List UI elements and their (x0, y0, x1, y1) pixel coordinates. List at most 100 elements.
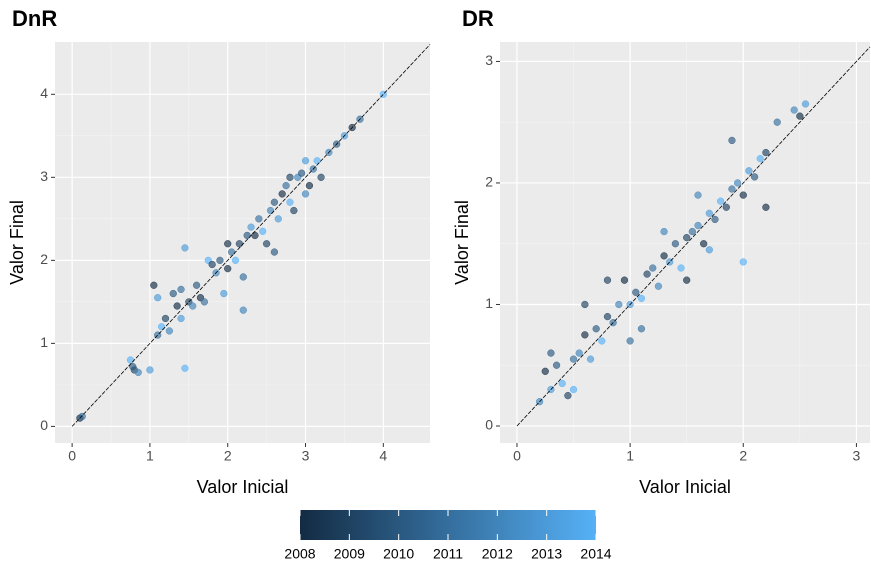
x-tick-label: 3 (302, 448, 310, 464)
point (722, 203, 730, 211)
point (305, 181, 314, 190)
point (756, 155, 764, 163)
point (728, 136, 736, 145)
point (632, 288, 640, 296)
point (251, 231, 259, 240)
point (239, 306, 247, 314)
point (694, 191, 702, 199)
y-tick-label: 3 (485, 52, 493, 68)
point (224, 240, 232, 248)
panel-title: DnR (12, 6, 57, 31)
point (677, 264, 685, 272)
point (157, 323, 166, 331)
point (603, 312, 612, 321)
colorbar-label: 2010 (383, 546, 414, 562)
colorbar-label: 2008 (284, 546, 315, 562)
point (274, 215, 282, 223)
point (643, 270, 651, 278)
point (637, 294, 646, 303)
point (541, 367, 549, 375)
point (700, 240, 708, 248)
point (255, 215, 263, 223)
point (239, 273, 247, 281)
x-tick-label: 4 (379, 448, 387, 464)
panel-title: DR (462, 6, 494, 31)
point (231, 256, 240, 264)
point (716, 197, 725, 205)
point (598, 337, 606, 345)
point (216, 256, 224, 264)
x-tick-label: 1 (626, 448, 634, 464)
colorbar-label: 2013 (531, 546, 562, 562)
point (569, 355, 578, 363)
point (181, 364, 189, 372)
point (552, 361, 561, 369)
point (243, 231, 251, 240)
point (262, 240, 271, 248)
point (733, 179, 742, 187)
point (569, 385, 578, 394)
point (637, 325, 646, 333)
x-tick-label: 0 (513, 448, 521, 464)
point (790, 106, 798, 114)
point (270, 248, 279, 256)
point (620, 276, 629, 284)
point (603, 276, 612, 284)
point (683, 276, 691, 284)
plot-background (500, 42, 870, 443)
point (654, 282, 663, 290)
point (177, 314, 185, 323)
point (558, 379, 566, 388)
point (173, 302, 181, 310)
point (688, 227, 697, 236)
point (208, 260, 216, 269)
identity-line (71, 44, 431, 427)
point (649, 264, 657, 272)
point (313, 157, 321, 165)
point (282, 181, 290, 190)
point (581, 331, 589, 339)
point (247, 223, 255, 231)
x-tick-label: 2 (224, 448, 232, 464)
y-axis-label: Valor Final (452, 200, 472, 285)
identity-line (516, 46, 871, 427)
point (290, 206, 298, 215)
points (535, 100, 810, 406)
point (165, 327, 174, 335)
y-tick-label: 1 (485, 295, 493, 311)
x-tick-label: 1 (146, 448, 154, 464)
point (683, 233, 691, 242)
colorbar-label: 2009 (334, 546, 365, 562)
point (773, 118, 781, 126)
point (161, 314, 170, 323)
y-tick-label: 2 (485, 174, 493, 190)
point (694, 221, 702, 230)
point (278, 190, 286, 198)
point (317, 173, 325, 181)
point (711, 215, 719, 224)
point (270, 198, 279, 206)
point (177, 285, 185, 294)
point (286, 173, 294, 181)
point (762, 203, 770, 211)
point (227, 248, 236, 256)
point (301, 190, 310, 198)
x-tick-label: 2 (739, 448, 747, 464)
x-tick-label: 3 (853, 448, 861, 464)
point (705, 246, 713, 254)
point (705, 209, 713, 217)
point (575, 349, 583, 357)
point (739, 258, 747, 266)
y-tick-label: 0 (485, 417, 493, 433)
point (146, 366, 154, 374)
y-tick-label: 2 (40, 251, 48, 267)
point (626, 337, 634, 345)
point (266, 206, 275, 215)
point (126, 356, 135, 364)
point (78, 412, 86, 421)
point (586, 355, 595, 363)
y-tick-label: 0 (40, 417, 48, 433)
point (286, 198, 294, 206)
x-axis-label: Valor Inicial (639, 477, 731, 497)
